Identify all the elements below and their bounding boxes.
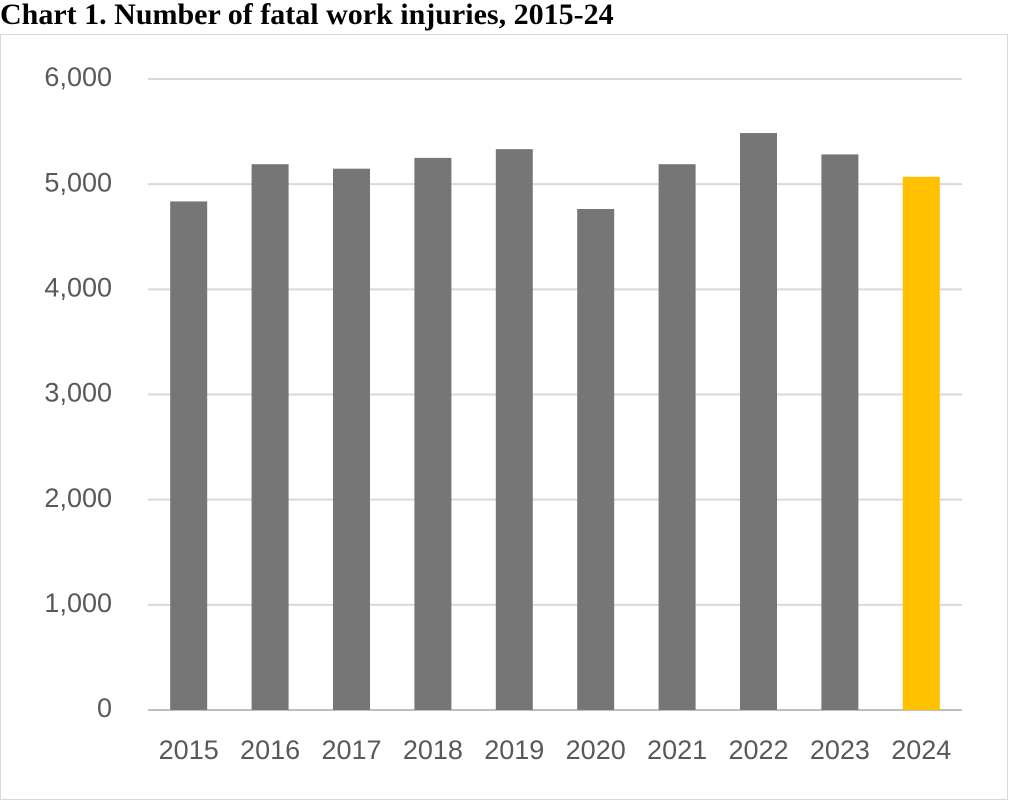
x-tick-label: 2022 bbox=[728, 735, 788, 765]
x-tick-label: 2020 bbox=[566, 735, 626, 765]
x-tick-label: 2019 bbox=[484, 735, 544, 765]
y-tick-label: 0 bbox=[97, 693, 112, 723]
x-tick-label: 2016 bbox=[240, 735, 300, 765]
y-tick-label: 4,000 bbox=[44, 272, 112, 302]
bar bbox=[658, 164, 696, 710]
y-tick-label: 5,000 bbox=[44, 167, 112, 197]
bar bbox=[740, 133, 777, 710]
y-tick-label: 2,000 bbox=[44, 483, 112, 513]
bar bbox=[414, 157, 452, 710]
bar bbox=[577, 208, 615, 710]
y-tick-label: 3,000 bbox=[44, 378, 112, 408]
y-tick-label: 6,000 bbox=[44, 62, 112, 92]
bar bbox=[821, 154, 859, 711]
chart-title: Chart 1. Number of fatal work injuries, … bbox=[0, 0, 614, 31]
x-tick-label: 2021 bbox=[647, 735, 707, 765]
x-tick-label: 2017 bbox=[321, 735, 381, 765]
x-tick-label: 2023 bbox=[810, 735, 870, 765]
x-tick-label: 2015 bbox=[159, 735, 219, 765]
x-tick-label: 2018 bbox=[403, 735, 463, 765]
y-tick-label: 1,000 bbox=[44, 588, 112, 618]
x-tick-label: 2024 bbox=[891, 735, 951, 765]
bar bbox=[333, 168, 370, 711]
bar bbox=[251, 164, 289, 710]
bar bbox=[170, 201, 208, 710]
bar bbox=[495, 149, 533, 710]
bar bbox=[902, 176, 940, 710]
